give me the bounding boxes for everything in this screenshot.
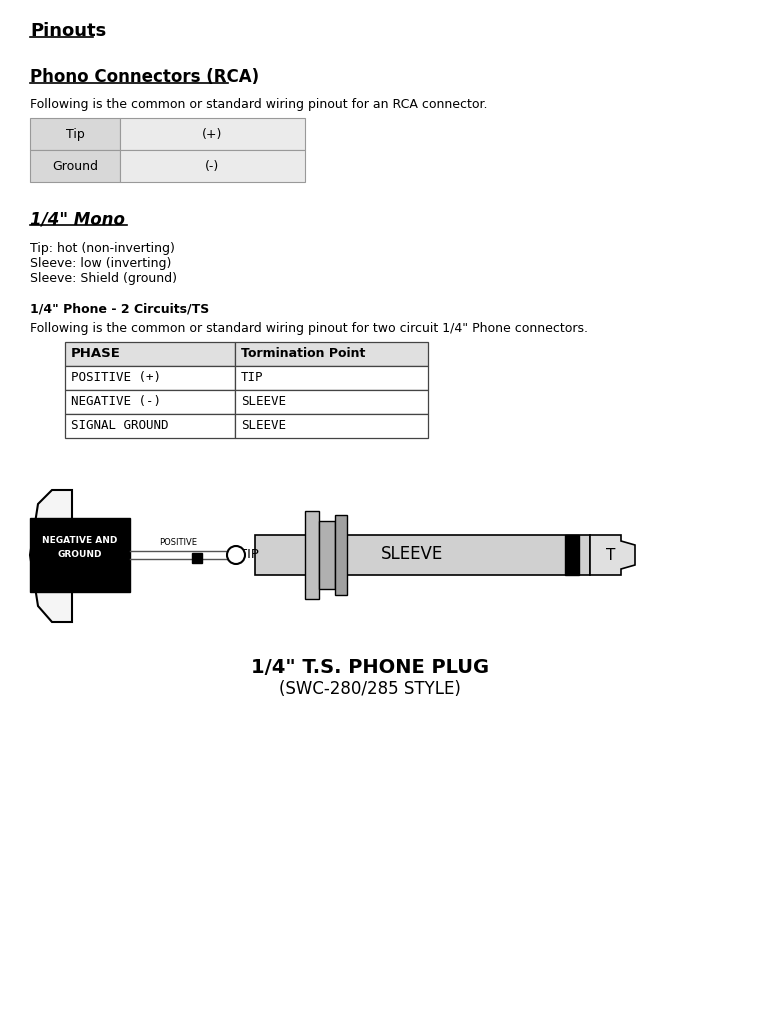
Text: SLEEVE: SLEEVE — [382, 545, 444, 563]
Bar — [30, 150, 120, 182]
Bar — [65, 414, 235, 438]
Text: Following is the common or standard wiring pinout for two circuit 1/4" Phone con: Following is the common or standard wiri… — [30, 322, 588, 335]
Text: (-): (-) — [205, 160, 220, 173]
Text: GROUND: GROUND — [58, 550, 102, 559]
Polygon shape — [30, 490, 72, 622]
Text: TIP: TIP — [241, 371, 263, 384]
Text: 1/4" Phone - 2 Circuits/TS: 1/4" Phone - 2 Circuits/TS — [30, 302, 209, 315]
Circle shape — [227, 546, 245, 564]
Text: SLEEVE: SLEEVE — [241, 395, 286, 408]
Polygon shape — [590, 535, 635, 575]
Bar — [565, 535, 579, 575]
Bar — [65, 390, 235, 414]
Bar — [192, 553, 202, 563]
Text: POSITIVE: POSITIVE — [159, 538, 197, 547]
Text: 1/4" Mono: 1/4" Mono — [30, 210, 125, 228]
Bar — [30, 118, 120, 150]
Text: Sleeve: Shield (ground): Sleeve: Shield (ground) — [30, 272, 177, 285]
Bar — [235, 414, 428, 438]
Text: Ground: Ground — [52, 160, 98, 173]
Bar — [335, 515, 347, 595]
Bar — [65, 342, 235, 366]
Text: (+): (+) — [202, 128, 223, 141]
Bar — [235, 366, 428, 390]
Text: Following is the common or standard wiring pinout for an RCA connector.: Following is the common or standard wiri… — [30, 98, 488, 111]
Text: Tip: Tip — [65, 128, 84, 141]
Text: Pinouts: Pinouts — [30, 22, 106, 40]
Bar — [120, 118, 305, 150]
Text: NEGATIVE AND: NEGATIVE AND — [42, 536, 118, 545]
Text: NEGATIVE (-): NEGATIVE (-) — [71, 395, 161, 408]
Text: SIGNAL GROUND: SIGNAL GROUND — [71, 419, 168, 432]
Text: POSITIVE (+): POSITIVE (+) — [71, 371, 161, 384]
Bar — [65, 366, 235, 390]
Text: PHASE: PHASE — [71, 347, 121, 360]
Text: SLEEVE: SLEEVE — [241, 419, 286, 432]
Text: 1/4" T.S. PHONE PLUG: 1/4" T.S. PHONE PLUG — [251, 658, 489, 677]
Text: (SWC-280/285 STYLE): (SWC-280/285 STYLE) — [279, 680, 461, 698]
Text: T: T — [606, 548, 615, 562]
Text: TIP: TIP — [239, 548, 259, 560]
Bar — [235, 390, 428, 414]
Bar — [235, 342, 428, 366]
Bar — [319, 521, 335, 589]
Bar — [305, 511, 319, 599]
Text: Tip: hot (non-inverting): Tip: hot (non-inverting) — [30, 242, 175, 255]
Text: Sleeve: low (inverting): Sleeve: low (inverting) — [30, 257, 171, 270]
Bar — [30, 518, 130, 592]
Bar — [255, 535, 590, 575]
Text: Tormination Point: Tormination Point — [241, 347, 366, 360]
Text: Phono Connectors (RCA): Phono Connectors (RCA) — [30, 68, 259, 86]
Bar — [120, 150, 305, 182]
